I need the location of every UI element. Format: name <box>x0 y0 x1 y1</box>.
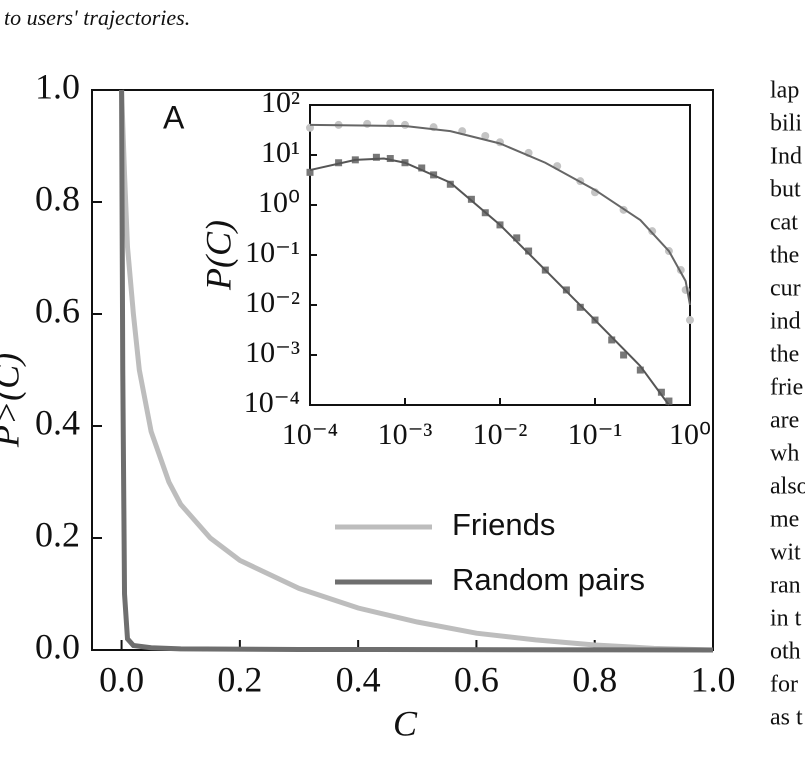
column-text: wit <box>770 540 801 566</box>
point <box>401 120 409 129</box>
column-text: ran <box>770 573 801 599</box>
x-tick-label: 10⁻³ <box>378 418 433 451</box>
point <box>513 234 521 242</box>
point <box>665 397 673 405</box>
y-tick-label: 10⁻² <box>245 286 300 319</box>
x-tick-label: 10⁻¹ <box>568 418 623 451</box>
legend-label: Random pairs <box>452 562 645 597</box>
y-tick-label: 10⁰ <box>258 186 300 219</box>
column-text: me <box>770 507 799 533</box>
x-axis-label: C <box>393 703 418 743</box>
inset-y-label: P(C) <box>198 220 238 291</box>
point <box>648 227 657 236</box>
x-tick-label: 10⁻⁴ <box>282 418 338 451</box>
column-text: the <box>770 342 799 368</box>
y-tick-label: 10¹ <box>261 136 300 169</box>
fit-line <box>309 123 691 306</box>
column-text: are <box>770 408 799 434</box>
column-text: ind <box>770 309 801 335</box>
y-tick-label: 1.0 <box>35 66 80 106</box>
point <box>608 336 616 344</box>
y-tick-label: 0.2 <box>35 514 80 554</box>
y-tick-label: 10² <box>261 86 300 119</box>
point <box>686 316 694 325</box>
column-text: cat <box>770 210 798 236</box>
x-tick-label: 0.6 <box>454 659 499 699</box>
point <box>446 180 454 188</box>
point <box>306 168 314 176</box>
x-tick-label: 0.0 <box>99 659 144 699</box>
series-line <box>119 89 714 653</box>
column-text: for <box>770 672 798 698</box>
point <box>418 164 426 172</box>
top-text: to users' trajectories. <box>4 5 190 30</box>
y-tick-label: 10⁻³ <box>245 336 300 369</box>
column-text: also <box>770 474 805 500</box>
legend-label: Friends <box>452 507 555 542</box>
panel-label: A <box>163 99 185 135</box>
column-text: oth <box>770 639 801 665</box>
point <box>576 303 584 311</box>
column-text: cur <box>770 276 801 302</box>
series-line <box>119 89 714 653</box>
column-text: the <box>770 243 799 269</box>
column-text: frie <box>770 375 803 401</box>
x-tick-label: 10⁰ <box>669 418 711 451</box>
point <box>372 153 380 161</box>
y-tick-label: 0.6 <box>35 290 80 330</box>
column-text: Ind <box>770 144 802 170</box>
column-text: in t <box>770 606 802 632</box>
y-tick-label: 10⁻⁴ <box>244 386 300 419</box>
x-tick-label: 0.8 <box>572 659 617 699</box>
point <box>481 131 490 140</box>
x-tick-label: 0.4 <box>336 659 381 699</box>
y-tick-label: 10⁻¹ <box>245 236 300 269</box>
point <box>636 366 644 374</box>
y-axis-label: P>(C) <box>0 353 26 448</box>
point <box>657 388 665 396</box>
x-tick-label: 10⁻² <box>473 418 528 451</box>
point <box>363 119 372 128</box>
column-text: lap <box>770 78 799 104</box>
point <box>386 155 394 163</box>
y-tick-label: 0.8 <box>35 178 80 218</box>
y-tick-label: 0.0 <box>35 626 80 666</box>
point <box>620 351 628 359</box>
fit-line <box>309 157 670 406</box>
x-tick-label: 1.0 <box>691 659 736 699</box>
column-text: wh <box>770 441 799 467</box>
column-text: as t <box>770 705 803 731</box>
column-text: but <box>770 177 801 203</box>
y-tick-label: 0.4 <box>35 402 80 442</box>
x-tick-label: 0.2 <box>217 659 262 699</box>
column-text: bili <box>770 111 802 137</box>
point <box>525 247 533 255</box>
